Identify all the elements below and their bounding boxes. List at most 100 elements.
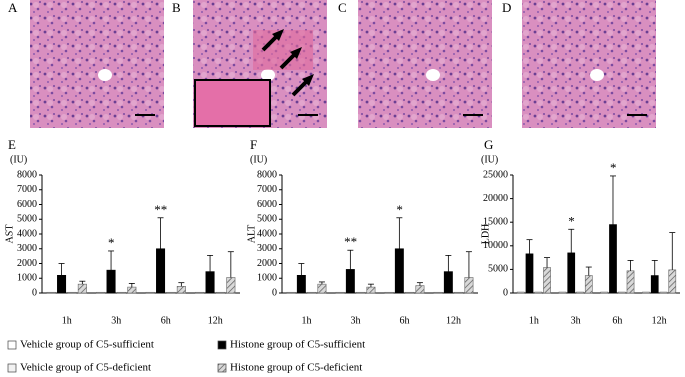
unit-label: (IU) <box>481 154 498 165</box>
bar <box>345 269 355 294</box>
y-axis-label: AST <box>4 225 15 244</box>
bar <box>156 248 166 294</box>
significance: * <box>396 202 403 217</box>
y-tick-label: 4000 <box>257 228 277 239</box>
y-tick-label: 8000 <box>257 169 277 180</box>
bar <box>534 291 543 294</box>
vessel <box>98 69 112 81</box>
vessel <box>261 69 275 81</box>
bar <box>286 291 296 294</box>
vessel <box>426 69 440 81</box>
significance: ** <box>154 202 167 217</box>
y-axis-label: ALT <box>246 225 257 244</box>
bar <box>454 291 464 294</box>
x-tick-label: 1h <box>302 315 312 326</box>
x-tick-label: 6h <box>161 315 171 326</box>
bar <box>77 283 87 294</box>
bar <box>650 275 659 294</box>
bar <box>567 252 576 294</box>
bar <box>67 291 77 294</box>
arrow-head <box>290 47 302 59</box>
bar <box>405 291 415 294</box>
legend-swatch <box>217 340 227 350</box>
y-tick-label: 3000 <box>17 243 37 254</box>
y-tick-label: 1000 <box>257 273 277 284</box>
y-tick-label: 5000 <box>17 214 37 225</box>
bar <box>366 286 376 294</box>
y-tick-label: 5000 <box>488 264 508 275</box>
bar <box>558 291 567 294</box>
bar <box>176 286 186 294</box>
bar <box>205 271 215 294</box>
y-tick-label: 2000 <box>257 258 277 269</box>
y-tick-label: 0 <box>272 287 277 298</box>
legend-swatch <box>7 340 17 350</box>
x-tick-label: 1h <box>62 315 72 326</box>
bar <box>394 248 404 294</box>
histology-image <box>522 0 656 128</box>
bar <box>317 283 327 294</box>
bar <box>46 291 56 294</box>
bar <box>617 291 626 294</box>
bar <box>356 291 366 294</box>
y-tick-label: 0 <box>32 287 37 298</box>
bar <box>415 285 425 294</box>
legend-swatch <box>7 363 17 373</box>
bar <box>626 270 635 294</box>
bar <box>516 291 525 294</box>
bar <box>600 291 609 294</box>
bar <box>96 291 106 294</box>
bar <box>543 267 551 294</box>
x-tick-label: 3h <box>111 315 121 326</box>
y-tick-label: 5000 <box>257 214 277 225</box>
y-tick-label: 0 <box>503 287 508 298</box>
arrow-head <box>302 74 314 86</box>
panel-label: F <box>250 137 257 152</box>
bar <box>584 275 593 294</box>
x-tick-label: 12h <box>208 315 223 326</box>
bar <box>215 291 225 294</box>
bar <box>443 271 453 294</box>
significance: * <box>568 213 575 228</box>
histology-image <box>30 0 164 128</box>
y-tick-label: 6000 <box>17 199 37 210</box>
panel-label: C <box>338 0 347 15</box>
x-tick-label: 6h <box>400 315 410 326</box>
significance: * <box>610 160 617 175</box>
panel-label: A <box>8 0 18 15</box>
y-tick-label: 10000 <box>483 240 508 251</box>
bar <box>576 291 584 294</box>
bar <box>609 224 617 294</box>
y-tick-label: 25000 <box>483 169 508 180</box>
y-tick-label: 3000 <box>257 243 277 254</box>
unit-label: (IU) <box>250 154 267 165</box>
bar <box>668 269 677 294</box>
bar <box>433 291 443 294</box>
y-tick-label: 4000 <box>17 228 37 239</box>
bar <box>226 277 236 294</box>
x-tick-label: 3h <box>351 315 361 326</box>
bar <box>384 291 394 294</box>
legend-label: Vehicle group of C5-deficient <box>20 362 151 374</box>
bar <box>195 291 205 294</box>
panel-label: G <box>484 137 493 152</box>
bar <box>166 291 176 294</box>
x-tick-label: 12h <box>652 315 667 326</box>
y-tick-label: 1000 <box>17 273 37 284</box>
panel-label: E <box>8 137 16 152</box>
y-axis-label: LDH <box>480 224 491 245</box>
bar <box>106 269 116 294</box>
x-tick-label: 12h <box>446 315 461 326</box>
significance: ** <box>344 234 357 249</box>
y-tick-label: 2000 <box>17 258 37 269</box>
bar <box>127 286 137 294</box>
bar <box>296 274 306 294</box>
bar <box>659 291 668 294</box>
bar <box>464 277 474 294</box>
arrow-head <box>272 29 284 41</box>
y-tick-label: 20000 <box>483 193 508 204</box>
bar <box>307 291 317 294</box>
x-tick-label: 1h <box>529 315 539 326</box>
vessel <box>590 69 604 81</box>
